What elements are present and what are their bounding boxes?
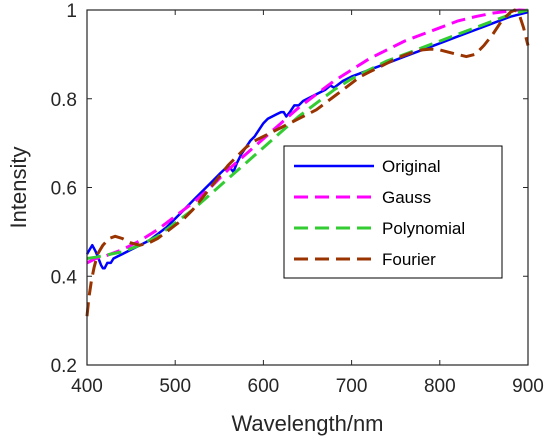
tick-labels: 400 500 600 700 800 900 0.2 0.4 0.6 0.8 1 bbox=[51, 1, 544, 397]
legend-label: Gauss bbox=[382, 188, 431, 207]
y-tick-label: 0.6 bbox=[51, 179, 77, 200]
legend-box bbox=[283, 145, 503, 279]
y-tick-label: 0.4 bbox=[51, 267, 78, 288]
x-tick-label: 800 bbox=[424, 376, 456, 397]
legend-label: Fourier bbox=[382, 250, 436, 269]
x-tick-label: 500 bbox=[159, 376, 191, 397]
legend-label: Polynomial bbox=[382, 219, 465, 238]
series-line-polynomial bbox=[86, 8, 529, 260]
y-tick-label: 0.8 bbox=[51, 90, 77, 111]
legend: Original Gauss Polynomial Fourier bbox=[283, 145, 503, 279]
x-tick-label: 600 bbox=[248, 376, 280, 397]
x-tick-label: 700 bbox=[336, 376, 368, 397]
y-axis-title: Intensity bbox=[6, 147, 31, 229]
series-layer bbox=[85, 8, 530, 317]
x-tick-label: 400 bbox=[71, 376, 103, 397]
y-tick-label: 0.2 bbox=[51, 356, 77, 377]
axes bbox=[86, 9, 529, 366]
x-axis-title: Wavelength/nm bbox=[231, 411, 383, 436]
legend-items: Original Gauss Polynomial Fourier bbox=[294, 157, 465, 269]
legend-label: Original bbox=[382, 157, 441, 176]
series-line-fourier bbox=[85, 8, 530, 317]
series-line-original bbox=[85, 10, 529, 270]
x-tick-label: 900 bbox=[512, 376, 544, 397]
series-line-gauss bbox=[86, 8, 529, 265]
y-tick-label: 1 bbox=[66, 1, 77, 22]
